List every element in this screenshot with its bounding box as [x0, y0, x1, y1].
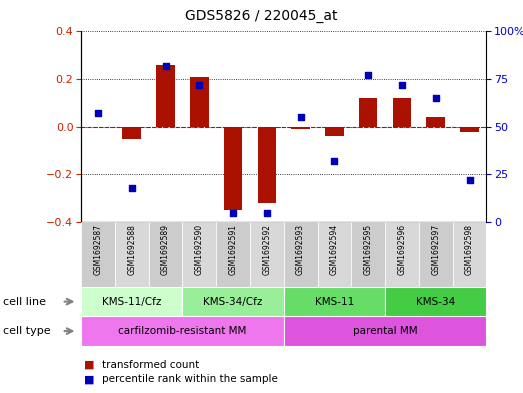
- Bar: [122, 127, 141, 139]
- Point: [94, 110, 102, 117]
- FancyBboxPatch shape: [81, 316, 283, 346]
- Text: transformed count: transformed count: [102, 360, 199, 370]
- Text: KMS-11/Cfz: KMS-11/Cfz: [102, 297, 162, 307]
- Bar: [190, 77, 209, 127]
- Text: carfilzomib-resistant MM: carfilzomib-resistant MM: [118, 326, 246, 336]
- FancyBboxPatch shape: [115, 222, 149, 287]
- Text: GSM1692587: GSM1692587: [94, 224, 103, 275]
- Bar: [460, 127, 479, 132]
- FancyBboxPatch shape: [283, 287, 385, 316]
- FancyBboxPatch shape: [385, 222, 419, 287]
- FancyBboxPatch shape: [385, 287, 486, 316]
- Text: GSM1692588: GSM1692588: [127, 224, 136, 275]
- Point: [364, 72, 372, 79]
- Text: GSM1692589: GSM1692589: [161, 224, 170, 275]
- Point: [297, 114, 305, 120]
- Text: GSM1692595: GSM1692595: [363, 224, 373, 275]
- Text: GSM1692593: GSM1692593: [296, 224, 305, 275]
- Bar: [325, 127, 344, 136]
- Point: [431, 95, 440, 101]
- Bar: [291, 127, 310, 129]
- FancyBboxPatch shape: [81, 287, 183, 316]
- Point: [398, 82, 406, 88]
- FancyBboxPatch shape: [283, 222, 317, 287]
- Bar: [426, 117, 445, 127]
- FancyBboxPatch shape: [419, 222, 452, 287]
- FancyBboxPatch shape: [149, 222, 183, 287]
- Bar: [393, 98, 411, 127]
- Point: [128, 185, 136, 191]
- FancyBboxPatch shape: [283, 316, 486, 346]
- Text: ■: ■: [84, 360, 94, 370]
- Text: GSM1692591: GSM1692591: [229, 224, 237, 275]
- Point: [195, 82, 203, 88]
- Point: [229, 209, 237, 216]
- Text: GSM1692592: GSM1692592: [263, 224, 271, 275]
- FancyBboxPatch shape: [183, 287, 283, 316]
- Text: ■: ■: [84, 374, 94, 384]
- Bar: [224, 127, 242, 210]
- Text: GDS5826 / 220045_at: GDS5826 / 220045_at: [185, 9, 338, 23]
- Bar: [359, 98, 378, 127]
- Point: [330, 158, 338, 164]
- Text: percentile rank within the sample: percentile rank within the sample: [102, 374, 278, 384]
- FancyBboxPatch shape: [452, 222, 486, 287]
- Bar: [257, 127, 276, 203]
- FancyBboxPatch shape: [81, 222, 115, 287]
- FancyBboxPatch shape: [216, 222, 250, 287]
- Text: cell line: cell line: [3, 297, 46, 307]
- Text: GSM1692597: GSM1692597: [431, 224, 440, 275]
- Point: [161, 62, 169, 69]
- Text: KMS-11: KMS-11: [315, 297, 354, 307]
- Text: KMS-34/Cfz: KMS-34/Cfz: [203, 297, 263, 307]
- Point: [465, 177, 474, 183]
- Bar: [156, 65, 175, 127]
- Point: [263, 209, 271, 216]
- Text: GSM1692596: GSM1692596: [397, 224, 406, 275]
- FancyBboxPatch shape: [183, 222, 216, 287]
- Text: GSM1692598: GSM1692598: [465, 224, 474, 275]
- FancyBboxPatch shape: [351, 222, 385, 287]
- FancyBboxPatch shape: [250, 222, 283, 287]
- Text: GSM1692590: GSM1692590: [195, 224, 204, 275]
- Text: GSM1692594: GSM1692594: [330, 224, 339, 275]
- Text: parental MM: parental MM: [353, 326, 417, 336]
- Text: cell type: cell type: [3, 326, 50, 336]
- FancyBboxPatch shape: [317, 222, 351, 287]
- Text: KMS-34: KMS-34: [416, 297, 456, 307]
